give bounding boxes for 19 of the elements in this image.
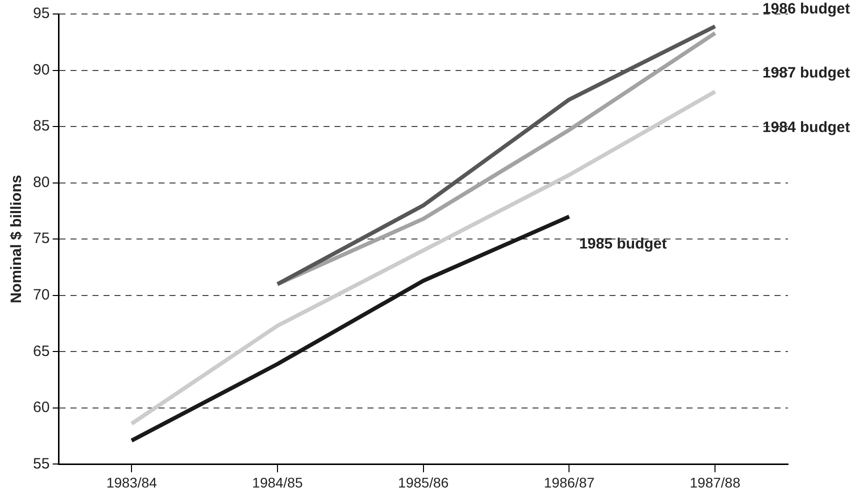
series-label: 1985 budget xyxy=(579,236,667,253)
y-tick-label: 95 xyxy=(32,5,50,22)
y-tick-label: 75 xyxy=(32,230,50,248)
y-tick-label: 90 xyxy=(32,61,50,78)
y-axis-title: Nominal $ billions xyxy=(8,174,26,304)
y-tick-label: 65 xyxy=(32,342,50,360)
y-tick-label: 85 xyxy=(32,118,50,135)
text: 1984 budget xyxy=(762,118,850,136)
y-tick-label: 80 xyxy=(32,174,50,191)
x-tick-label: 1986/87 xyxy=(544,474,595,490)
x-tick-label: 1985/86 xyxy=(398,474,449,490)
y-tick-label: 55 xyxy=(32,455,50,472)
x-tick-label: 1984/85 xyxy=(252,474,303,490)
text: 1987 budget xyxy=(762,64,850,82)
y-tick-label: 70 xyxy=(32,286,50,304)
y-tick-label: 60 xyxy=(32,399,50,416)
text: 1986 budget xyxy=(762,0,850,18)
x-tick-label: 1983/84 xyxy=(106,474,158,490)
x-tick-label: 1987/88 xyxy=(690,474,741,490)
